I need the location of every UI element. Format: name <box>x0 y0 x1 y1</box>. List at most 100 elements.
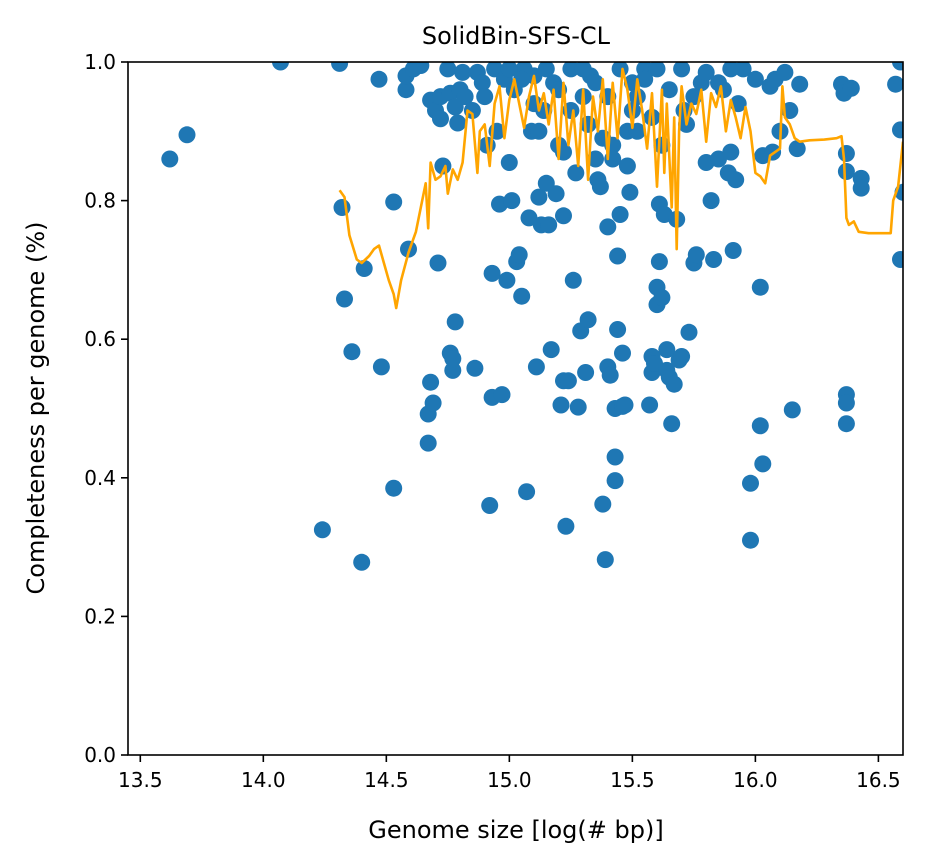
scatter-point <box>751 278 769 296</box>
trend-line-layer <box>338 67 903 310</box>
scatter-point <box>724 242 742 259</box>
scatter-point <box>673 348 691 365</box>
scatter-point <box>599 218 617 236</box>
scatter-point <box>783 401 801 419</box>
scatter-point <box>852 179 870 197</box>
scatter-point <box>892 121 903 139</box>
y-tick-label: 0.6 <box>84 327 116 351</box>
scatter-point <box>397 81 415 99</box>
scatter-point <box>449 114 467 132</box>
scatter-point <box>569 398 587 416</box>
scatter-point <box>547 185 565 203</box>
scatter-point <box>837 145 855 162</box>
x-axis-ticks: 13.5 14.0 14.5 15.0 15.5 16.0 16.5 <box>118 755 901 792</box>
y-axis-ticks: 0.0 0.2 0.4 0.6 0.8 1.0 <box>84 50 128 767</box>
scatter-point <box>623 102 641 119</box>
scatter-point <box>493 386 511 404</box>
scatter-point <box>727 171 745 189</box>
scatter-point <box>481 497 499 514</box>
x-tick-label: 14.5 <box>364 768 409 792</box>
scatter-point <box>791 75 809 93</box>
scatter-point <box>552 396 570 414</box>
scatter-point <box>444 361 462 379</box>
scatter-point <box>520 209 538 227</box>
scatter-point <box>500 62 518 78</box>
scatter-point <box>540 216 558 234</box>
scatter-point <box>764 143 782 161</box>
scatter-point <box>476 88 494 106</box>
scatter-point <box>673 62 691 78</box>
scatter-point <box>837 163 855 180</box>
scatter-point <box>412 62 430 74</box>
scatter-point <box>788 140 806 158</box>
scatter-point <box>372 358 390 376</box>
scatter-point <box>530 188 548 206</box>
plot-area <box>127 61 904 756</box>
scatter-point <box>343 343 361 361</box>
scatter-point <box>178 126 196 144</box>
scatter-point <box>385 193 403 211</box>
y-tick-label: 0.4 <box>84 466 116 490</box>
x-tick-label: 16.0 <box>733 768 778 792</box>
scatter-point <box>513 70 531 88</box>
scatter-point <box>705 251 723 268</box>
scatter-point <box>313 521 331 539</box>
scatter-point <box>466 359 484 377</box>
scatter-point <box>616 396 634 414</box>
scatter-point <box>498 271 516 289</box>
scatter-point <box>702 192 720 210</box>
scatter-point <box>355 260 373 277</box>
scatter-point <box>500 154 518 171</box>
y-tick-label: 0.2 <box>84 604 116 628</box>
scatter-points-layer <box>161 62 903 571</box>
scatter-point <box>454 63 472 81</box>
scatter-point <box>660 81 678 99</box>
scatter-point <box>746 70 764 88</box>
scatter-point <box>776 63 794 81</box>
scatter-point <box>562 62 580 78</box>
scatter-point <box>510 246 528 264</box>
scatter-point <box>434 157 452 175</box>
scatter-point <box>555 207 572 225</box>
scatter-point <box>503 192 521 210</box>
scatter-point <box>887 75 903 93</box>
scatter-point <box>618 157 636 175</box>
scatter-point <box>456 88 474 106</box>
scatter-point <box>697 63 715 81</box>
scatter-point <box>687 246 705 264</box>
scatter-point <box>742 531 759 549</box>
scatter-point <box>429 254 447 272</box>
x-tick-label: 15.0 <box>487 768 532 792</box>
scatter-point <box>611 62 629 78</box>
scatter-point <box>473 74 491 92</box>
scatter-point <box>614 344 631 362</box>
scatter-point <box>439 62 457 78</box>
scatter-point <box>842 79 860 97</box>
scatter-point <box>567 164 585 182</box>
scatter-point <box>742 474 759 492</box>
scatter-point <box>444 350 462 368</box>
scatter-point <box>591 178 609 196</box>
scatter-point <box>483 264 501 282</box>
scatter-point <box>892 251 903 268</box>
scatter-point <box>611 206 629 223</box>
scatter-point <box>559 372 577 390</box>
x-tick-label: 16.5 <box>856 768 901 792</box>
scatter-point <box>621 183 639 201</box>
scatter-point <box>518 483 536 501</box>
scatter-point <box>650 253 668 271</box>
x-tick-label: 13.5 <box>118 768 163 792</box>
scatter-point <box>837 415 855 433</box>
scatter-point <box>606 448 624 466</box>
scatter-point <box>336 290 353 308</box>
scatter-point <box>577 364 595 381</box>
scatter-point <box>710 74 727 92</box>
scatter-point <box>837 394 855 412</box>
scatter-point <box>557 517 575 535</box>
scatter-point <box>564 271 582 289</box>
y-tick-label: 0.8 <box>84 189 116 213</box>
scatter-point <box>419 434 437 452</box>
scatter-point <box>606 472 624 490</box>
y-tick-label: 1.0 <box>84 50 116 74</box>
